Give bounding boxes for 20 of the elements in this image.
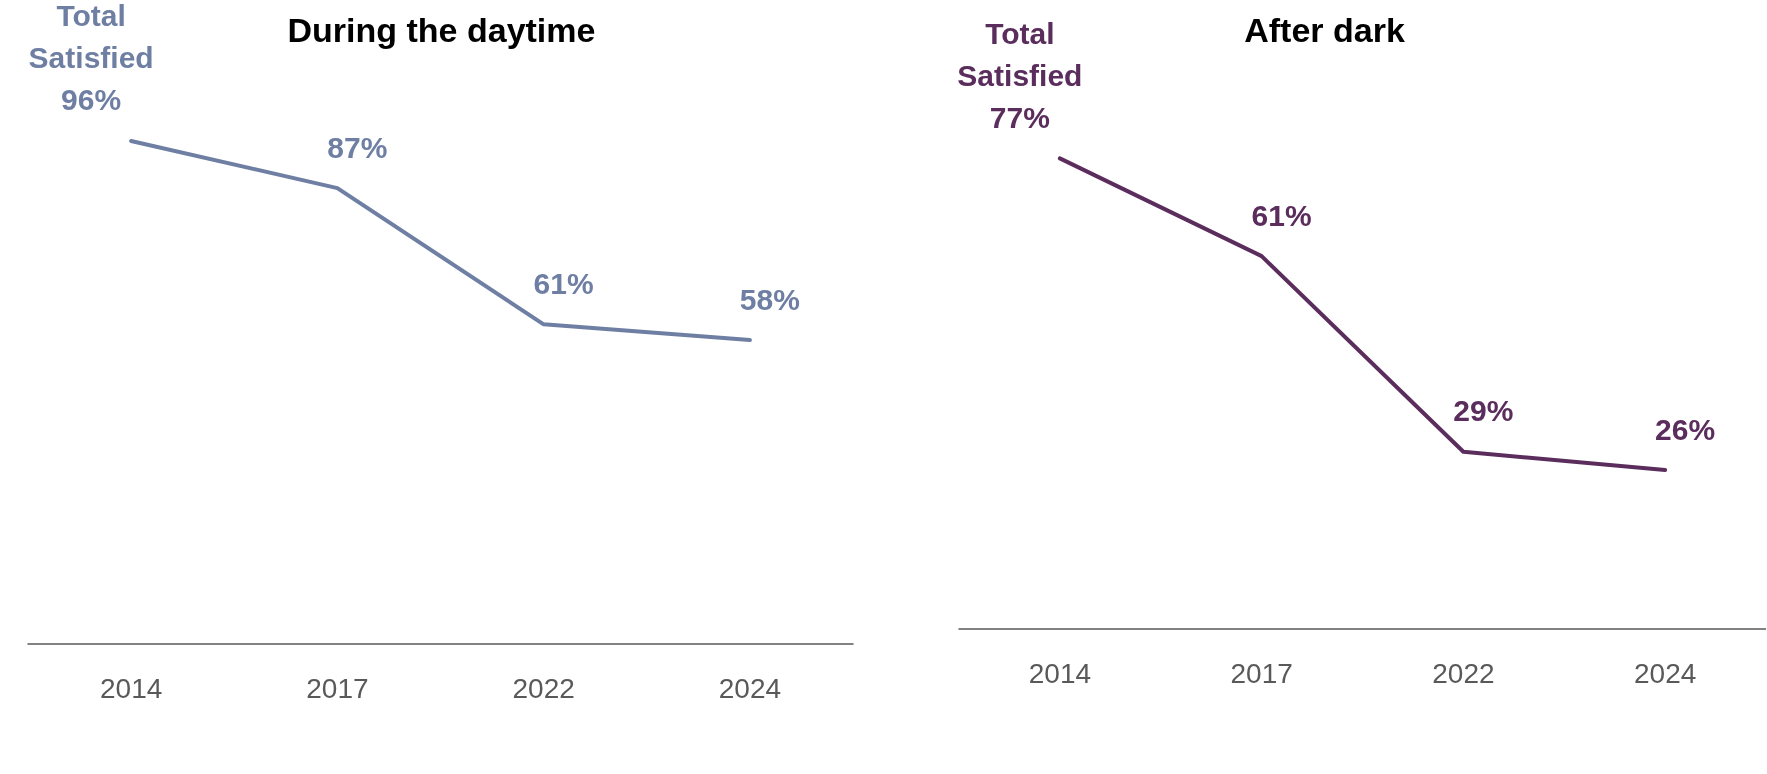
x-tick-label: 2017: [306, 672, 369, 704]
data-label: 26%: [1655, 412, 1716, 446]
data-label: 77%: [989, 100, 1050, 134]
data-label: 96%: [61, 83, 122, 117]
x-tick-label: 2017: [1230, 657, 1293, 689]
text: Total Satisfied: [28, 0, 154, 75]
x-tick-label: 2022: [512, 672, 575, 704]
data-label: 61%: [1251, 198, 1312, 232]
x-tick-label: 2014: [99, 672, 163, 704]
data-label: 87%: [327, 130, 388, 164]
chart-title: During the daytime: [287, 11, 596, 49]
chart-title: After dark: [1244, 11, 1405, 49]
x-tick-label: 2024: [1633, 657, 1697, 689]
data-label: 61%: [533, 266, 594, 300]
data-label: 58%: [739, 282, 800, 316]
text: Total Satisfied: [957, 16, 1083, 92]
data-label: 29%: [1453, 394, 1514, 428]
x-tick-label: 2022: [1432, 657, 1495, 689]
x-tick-label: 2024: [718, 672, 782, 704]
x-tick-label: 2014: [1028, 657, 1092, 689]
